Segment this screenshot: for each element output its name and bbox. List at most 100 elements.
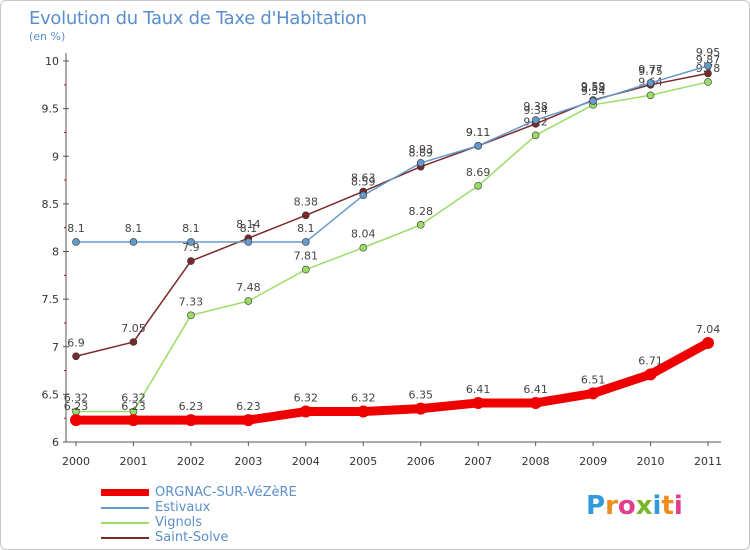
y-tick-label: 8.5	[42, 198, 60, 211]
data-label: 6.32	[64, 392, 89, 405]
x-tick-label: 2002	[177, 455, 205, 468]
data-label: 7.04	[696, 323, 721, 336]
data-point	[244, 238, 253, 246]
x-tick-label: 2008	[522, 455, 550, 468]
series-line-1	[75, 65, 709, 243]
data-point	[244, 297, 253, 305]
legend-label-orgnac: ORGNAC-SUR-VéZèRE	[155, 485, 297, 500]
data-point	[587, 387, 600, 400]
data-label: 8.69	[466, 166, 491, 179]
data-point	[359, 243, 368, 252]
data-point	[187, 257, 195, 265]
data-label: 8.38	[294, 195, 319, 208]
data-label: 9.38	[523, 100, 548, 113]
legend-item-estivaux: Estivaux	[101, 500, 297, 515]
data-label: 6.23	[64, 400, 89, 413]
data-label: 6.32	[294, 392, 319, 405]
data-label: 9.87	[696, 53, 721, 66]
y-tick-label: 10	[45, 55, 59, 68]
x-tick-label: 2005	[349, 455, 377, 468]
data-label: 8.04	[351, 228, 376, 241]
data-point	[129, 238, 138, 246]
y-tick-label: 6.5	[42, 388, 60, 401]
data-label: 6.41	[466, 383, 491, 396]
data-point	[299, 405, 312, 418]
data-label: 6.41	[523, 383, 548, 396]
data-label: 9.11	[466, 126, 491, 139]
chart-title: Evolution du Taux de Taxe d'Habitation	[29, 8, 367, 29]
legend-swatch-orgnac	[101, 489, 149, 496]
legend-swatch-vignols	[101, 521, 149, 524]
proxiti-logo: Proxiti	[586, 491, 683, 521]
data-point	[416, 159, 425, 167]
series-line-2	[75, 81, 709, 413]
data-label: 6.23	[236, 400, 261, 413]
chart-legend: ORGNAC-SUR-VéZèRE Estivaux Vignols Saint…	[101, 485, 297, 545]
x-tick-label: 2009	[579, 455, 607, 468]
data-label: 7.33	[179, 295, 204, 308]
data-label: 6.32	[121, 392, 146, 405]
data-point	[302, 211, 310, 220]
data-point	[184, 414, 197, 427]
x-tick-label: 2004	[292, 455, 320, 468]
data-point	[416, 221, 425, 229]
data-point	[302, 238, 310, 246]
x-tick-label: 2011	[694, 455, 722, 468]
x-tick-label: 2003	[234, 455, 262, 468]
data-label: 9.59	[581, 80, 606, 93]
x-tick-label: 2007	[464, 455, 492, 468]
data-label: 6.23	[179, 400, 204, 413]
y-tick-label: 6	[52, 436, 59, 449]
x-tick-label: 2006	[407, 455, 435, 468]
data-label: 8.59	[351, 175, 376, 188]
data-label: 8.1	[240, 222, 258, 235]
legend-swatch-estivaux	[101, 506, 149, 509]
data-point	[704, 69, 712, 78]
data-point	[646, 91, 655, 100]
data-point	[702, 336, 714, 349]
y-tick-label: 8	[52, 246, 59, 259]
data-label: 9.75	[638, 65, 663, 78]
x-tick-label: 2010	[637, 455, 665, 468]
data-label: 6.9	[67, 336, 85, 349]
legend-item-saint-solve: Saint-Solve	[101, 530, 297, 545]
data-label: 9.77	[638, 63, 663, 76]
data-point	[357, 405, 370, 418]
data-point	[704, 61, 712, 70]
data-label: 9.95	[696, 46, 721, 59]
data-point	[72, 352, 80, 361]
data-point	[187, 238, 195, 246]
data-point	[127, 414, 140, 427]
data-label: 6.51	[581, 373, 606, 386]
legend-item-orgnac: ORGNAC-SUR-VéZèRE	[101, 485, 297, 500]
data-point	[70, 414, 82, 427]
legend-label-vignols: Vignols	[155, 515, 203, 530]
y-tick-label: 9.5	[42, 103, 60, 116]
legend-label-estivaux: Estivaux	[155, 500, 211, 515]
data-label: 7.81	[294, 250, 319, 263]
data-label: 9.34	[523, 104, 548, 117]
data-point	[646, 79, 655, 87]
y-tick-label: 9	[52, 150, 59, 163]
x-tick-label: 2000	[62, 455, 90, 468]
data-point	[414, 402, 427, 415]
data-label: 7.48	[236, 281, 261, 294]
data-label: 9.11	[466, 126, 491, 139]
data-point	[359, 191, 368, 200]
data-point	[531, 131, 540, 140]
data-label: 8.28	[408, 205, 433, 218]
series-line-0	[71, 338, 713, 425]
legend-label-saint-solve: Saint-Solve	[155, 530, 229, 545]
data-label: 8.63	[351, 171, 376, 184]
legend-swatch-saint-solve	[101, 536, 149, 539]
data-label: 8.89	[408, 147, 433, 160]
data-point	[589, 97, 597, 105]
data-label: 8.14	[236, 218, 261, 231]
data-label: 8.1	[67, 222, 85, 235]
series-line-3	[75, 72, 709, 358]
x-tick-label: 2001	[119, 455, 147, 468]
data-point	[474, 141, 482, 150]
data-point	[531, 116, 540, 124]
data-point	[704, 78, 712, 86]
